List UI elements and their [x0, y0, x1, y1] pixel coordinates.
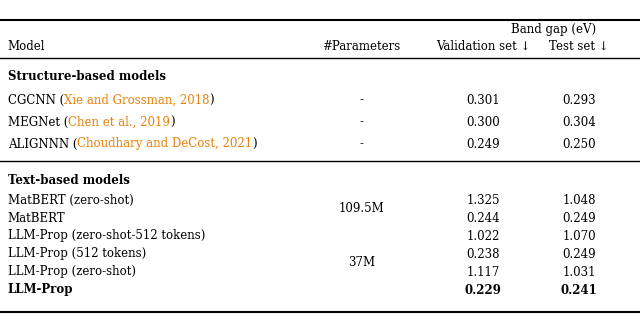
Text: 0.249: 0.249: [467, 137, 500, 150]
Text: ): ): [252, 137, 257, 150]
Text: Structure-based models: Structure-based models: [8, 70, 166, 82]
Text: -: -: [360, 94, 364, 107]
Text: 0.249: 0.249: [563, 212, 596, 225]
Text: Chen et al., 2019: Chen et al., 2019: [68, 115, 170, 129]
Text: 1.117: 1.117: [467, 266, 500, 279]
Text: Xie and Grossman, 2018: Xie and Grossman, 2018: [64, 94, 209, 107]
Text: Test set ↓: Test set ↓: [549, 40, 609, 53]
Text: 37M: 37M: [348, 256, 375, 269]
Text: LLM-Prop (zero-shot): LLM-Prop (zero-shot): [8, 266, 136, 279]
Text: LLM-Prop (zero-shot-512 tokens): LLM-Prop (zero-shot-512 tokens): [8, 230, 205, 243]
Text: 0.241: 0.241: [561, 284, 598, 297]
Text: MatBERT (zero-shot): MatBERT (zero-shot): [8, 194, 133, 206]
Text: 109.5M: 109.5M: [339, 202, 385, 215]
Text: 1.048: 1.048: [563, 194, 596, 206]
Text: 0.301: 0.301: [467, 94, 500, 107]
Text: MatBERT: MatBERT: [8, 212, 65, 225]
Text: 0.250: 0.250: [563, 137, 596, 150]
Text: Band gap (eV): Band gap (eV): [511, 24, 596, 37]
Text: -: -: [360, 137, 364, 150]
Text: ): ): [170, 115, 175, 129]
Text: ...p       p...: ...p p...: [288, 5, 352, 18]
Text: ALIGNNN (: ALIGNNN (: [8, 137, 77, 150]
Text: Model: Model: [8, 40, 45, 53]
Text: -: -: [360, 115, 364, 129]
Text: 0.293: 0.293: [563, 94, 596, 107]
Text: 1.070: 1.070: [563, 230, 596, 243]
Text: #Parameters: #Parameters: [323, 40, 401, 53]
Text: 0.304: 0.304: [563, 115, 596, 129]
Text: 0.249: 0.249: [563, 248, 596, 261]
Text: 0.229: 0.229: [465, 284, 502, 297]
Text: 1.325: 1.325: [467, 194, 500, 206]
Text: 0.244: 0.244: [467, 212, 500, 225]
Text: ): ): [209, 94, 214, 107]
Text: Validation set ↓: Validation set ↓: [436, 40, 531, 53]
Text: LLM-Prop (512 tokens): LLM-Prop (512 tokens): [8, 248, 146, 261]
Text: Text-based models: Text-based models: [8, 174, 129, 186]
Text: 1.031: 1.031: [563, 266, 596, 279]
Text: 1.022: 1.022: [467, 230, 500, 243]
Text: MEGNet (: MEGNet (: [8, 115, 68, 129]
Text: 0.300: 0.300: [467, 115, 500, 129]
Text: Choudhary and DeCost, 2021: Choudhary and DeCost, 2021: [77, 137, 252, 150]
Text: LLM-Prop: LLM-Prop: [8, 284, 73, 297]
Text: 0.238: 0.238: [467, 248, 500, 261]
Text: CGCNN (: CGCNN (: [8, 94, 64, 107]
